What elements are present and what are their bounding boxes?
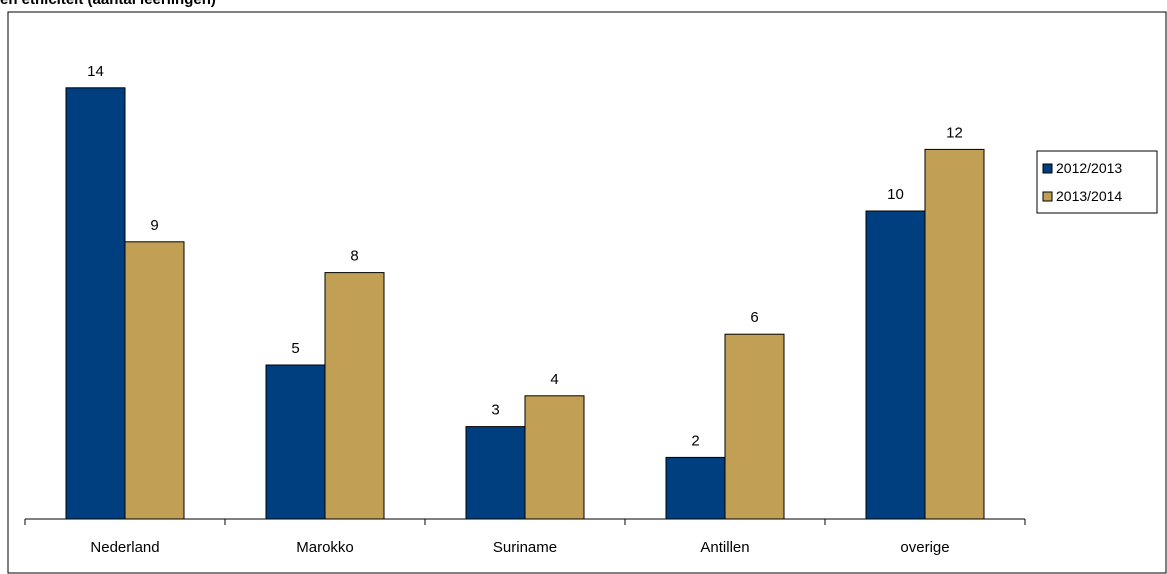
bar-antillen-1 (665, 456, 726, 520)
data-label: 3 (491, 402, 499, 419)
x-tick-label: Marokko (296, 539, 354, 556)
bar-nederland-2 (124, 241, 185, 520)
x-tick-label: Antillen (700, 539, 749, 556)
x-tick-label: Suriname (493, 539, 557, 556)
bar-overige-1 (865, 210, 926, 520)
data-label: 9 (150, 217, 158, 234)
data-label: 6 (750, 309, 758, 326)
bar-overige-2 (924, 148, 985, 520)
bar-suriname-2 (524, 395, 585, 520)
data-label: 2 (691, 432, 699, 449)
data-label: 8 (350, 248, 358, 265)
legend-label: 2013/2014 (1056, 188, 1122, 204)
bar-nederland-1 (65, 87, 126, 520)
data-label: 4 (550, 371, 558, 388)
x-tick-label: Nederland (90, 539, 159, 556)
bar-marokko-2 (324, 272, 385, 520)
chart-title: en etniciteit (aantal leerlingen) (0, 0, 216, 8)
legend: 2012/2013 2013/2014 (1036, 150, 1158, 214)
data-label: 10 (887, 186, 904, 203)
legend-swatch (1042, 191, 1053, 202)
bar-suriname-1 (465, 426, 526, 520)
bar-antillen-2 (724, 333, 785, 520)
plot-area: 14 9 Nederland 5 8 Marokko 3 4 Suriname 2 6 Antille… (24, 63, 1026, 556)
legend-label: 2012/2013 (1056, 160, 1122, 176)
x-tick-label: overige (900, 539, 949, 556)
legend-box (1036, 150, 1158, 214)
data-label: 5 (291, 340, 299, 357)
data-label: 12 (946, 124, 963, 141)
legend-swatch (1042, 163, 1053, 174)
data-label: 14 (87, 63, 104, 80)
bar-marokko-1 (265, 364, 326, 520)
